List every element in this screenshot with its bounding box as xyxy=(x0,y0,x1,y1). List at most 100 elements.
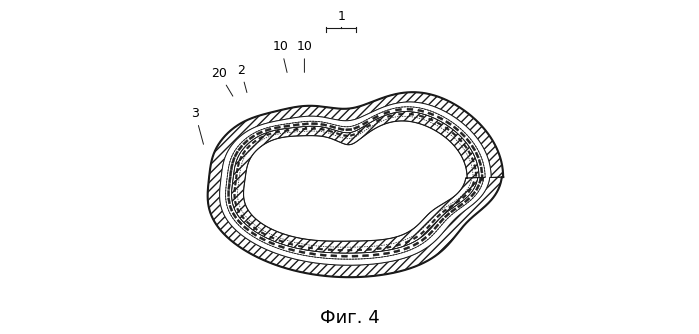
Polygon shape xyxy=(445,121,452,126)
Polygon shape xyxy=(357,249,362,251)
Text: 20: 20 xyxy=(211,67,233,96)
Polygon shape xyxy=(328,249,333,251)
Polygon shape xyxy=(302,123,308,125)
Polygon shape xyxy=(470,191,476,197)
Polygon shape xyxy=(231,157,236,163)
Polygon shape xyxy=(342,255,347,257)
Polygon shape xyxy=(243,226,249,231)
Polygon shape xyxy=(237,162,240,167)
Polygon shape xyxy=(251,231,257,236)
Text: Фиг. 4: Фиг. 4 xyxy=(319,309,380,327)
Polygon shape xyxy=(232,212,237,218)
Polygon shape xyxy=(420,230,425,234)
Polygon shape xyxy=(373,254,379,256)
Polygon shape xyxy=(226,107,485,259)
Polygon shape xyxy=(278,245,284,248)
Polygon shape xyxy=(259,136,264,139)
Polygon shape xyxy=(403,246,410,250)
Polygon shape xyxy=(338,249,343,251)
Polygon shape xyxy=(433,224,439,229)
Polygon shape xyxy=(294,129,298,131)
Polygon shape xyxy=(456,200,460,204)
Polygon shape xyxy=(472,181,475,186)
Polygon shape xyxy=(259,236,266,241)
Polygon shape xyxy=(396,108,401,111)
Polygon shape xyxy=(268,241,275,245)
Polygon shape xyxy=(289,243,293,245)
Polygon shape xyxy=(242,150,246,155)
Polygon shape xyxy=(468,151,471,155)
Polygon shape xyxy=(230,164,233,170)
Polygon shape xyxy=(246,145,251,149)
Polygon shape xyxy=(253,227,258,230)
Polygon shape xyxy=(418,109,424,113)
Polygon shape xyxy=(452,132,456,136)
Polygon shape xyxy=(234,151,238,157)
Polygon shape xyxy=(236,208,240,213)
Polygon shape xyxy=(228,198,231,204)
Polygon shape xyxy=(252,140,257,144)
Polygon shape xyxy=(457,203,463,208)
Polygon shape xyxy=(320,254,326,257)
Polygon shape xyxy=(428,230,433,236)
Polygon shape xyxy=(449,204,453,208)
Polygon shape xyxy=(308,247,312,249)
Polygon shape xyxy=(384,252,389,255)
Text: 10: 10 xyxy=(273,40,289,72)
Polygon shape xyxy=(243,121,467,241)
Polygon shape xyxy=(343,135,348,137)
Polygon shape xyxy=(421,236,427,241)
Polygon shape xyxy=(257,131,263,135)
Polygon shape xyxy=(445,212,450,218)
Polygon shape xyxy=(377,247,382,250)
Polygon shape xyxy=(475,152,480,158)
Polygon shape xyxy=(462,194,466,199)
Polygon shape xyxy=(320,128,324,131)
Polygon shape xyxy=(396,243,401,246)
Polygon shape xyxy=(437,122,442,126)
Polygon shape xyxy=(331,255,337,257)
Polygon shape xyxy=(357,130,362,133)
Polygon shape xyxy=(284,130,289,132)
Polygon shape xyxy=(284,125,290,128)
Polygon shape xyxy=(329,130,333,133)
Polygon shape xyxy=(336,132,341,135)
Polygon shape xyxy=(478,159,482,166)
Polygon shape xyxy=(431,219,435,223)
Polygon shape xyxy=(419,115,424,118)
Polygon shape xyxy=(398,113,403,115)
Polygon shape xyxy=(338,128,344,131)
Polygon shape xyxy=(367,248,371,250)
Polygon shape xyxy=(387,246,391,248)
Polygon shape xyxy=(458,138,462,142)
Polygon shape xyxy=(475,184,480,191)
Polygon shape xyxy=(350,134,355,136)
Polygon shape xyxy=(366,124,370,128)
Polygon shape xyxy=(240,215,245,219)
Polygon shape xyxy=(239,156,243,161)
Polygon shape xyxy=(237,219,243,225)
Polygon shape xyxy=(362,121,368,125)
Polygon shape xyxy=(445,127,449,131)
Polygon shape xyxy=(311,128,315,130)
Polygon shape xyxy=(442,209,447,213)
Polygon shape xyxy=(352,255,358,257)
Polygon shape xyxy=(312,123,317,125)
Polygon shape xyxy=(394,249,400,253)
Polygon shape xyxy=(413,242,419,246)
Polygon shape xyxy=(407,108,413,110)
Polygon shape xyxy=(318,248,323,250)
Polygon shape xyxy=(409,113,414,115)
Polygon shape xyxy=(479,177,482,183)
Text: 1: 1 xyxy=(337,10,345,23)
Polygon shape xyxy=(354,126,360,130)
Polygon shape xyxy=(289,248,295,252)
Polygon shape xyxy=(453,126,459,131)
Polygon shape xyxy=(235,174,238,179)
Polygon shape xyxy=(428,118,433,121)
Polygon shape xyxy=(229,205,233,211)
Polygon shape xyxy=(266,133,271,136)
Polygon shape xyxy=(480,167,483,173)
Polygon shape xyxy=(468,188,472,193)
Polygon shape xyxy=(249,135,255,140)
